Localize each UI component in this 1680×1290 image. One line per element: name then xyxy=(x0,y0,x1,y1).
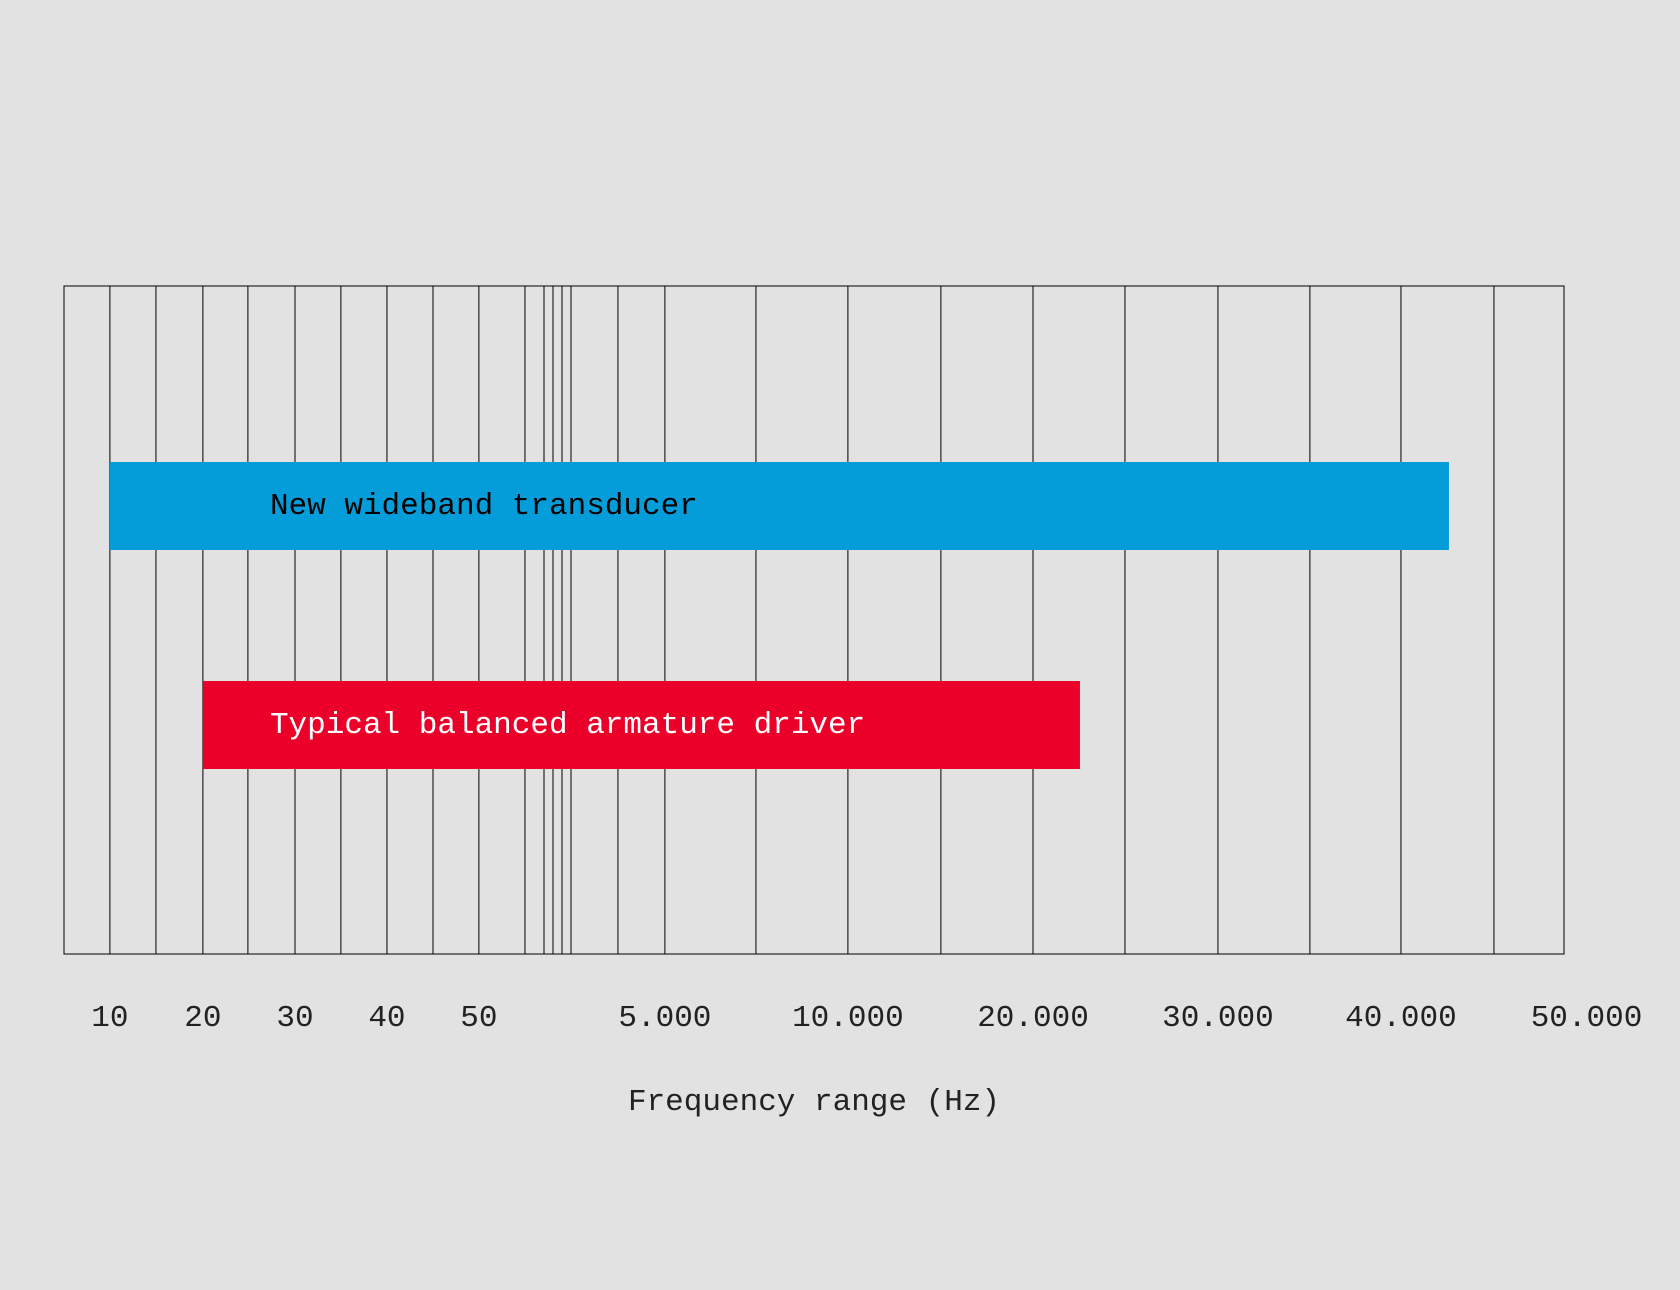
x-tick-label: 30 xyxy=(276,1001,313,1036)
x-tick-label: 10 xyxy=(91,1001,128,1036)
x-tick-label: 20 xyxy=(184,1001,221,1036)
x-tick-label: 40 xyxy=(368,1001,405,1036)
bar-balanced-armature: Typical balanced armature driver xyxy=(203,681,1080,769)
x-tick-label: 5.000 xyxy=(618,1001,711,1036)
x-tick-label: 50 xyxy=(460,1001,497,1036)
frequency-range-chart: New wideband transducer Typical balanced … xyxy=(0,0,1680,1290)
x-tick-label: 10.000 xyxy=(792,1001,904,1036)
x-tick-label: 50.000 xyxy=(1531,1001,1643,1036)
chart-root: New wideband transducer Typical balanced … xyxy=(0,0,1680,1290)
bar-wideband: New wideband transducer xyxy=(110,462,1449,550)
x-tick-label: 40.000 xyxy=(1345,1001,1457,1036)
x-tick-label: 20.000 xyxy=(977,1001,1089,1036)
bar-wideband-label: New wideband transducer xyxy=(270,489,698,524)
x-tick-label: 30.000 xyxy=(1162,1001,1274,1036)
bar-balanced-armature-label: Typical balanced armature driver xyxy=(270,708,865,743)
x-axis-title: Frequency range (Hz) xyxy=(628,1085,1000,1120)
